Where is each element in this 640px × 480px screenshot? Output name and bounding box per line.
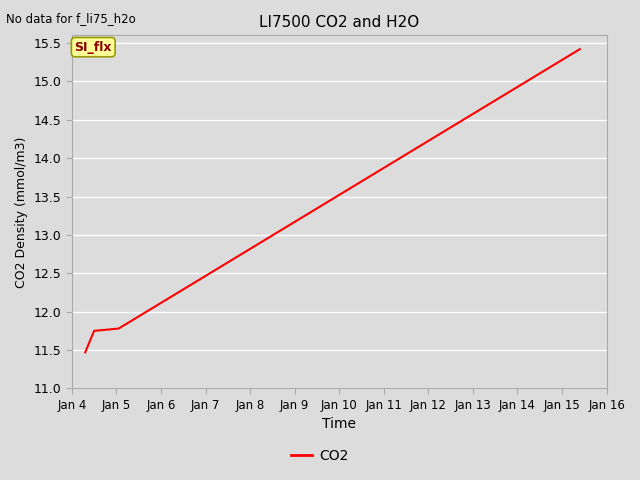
Title: LI7500 CO2 and H2O: LI7500 CO2 and H2O <box>259 15 419 30</box>
CO2 <box>81 349 89 355</box>
Y-axis label: CO2 Density (mmol/m3): CO2 Density (mmol/m3) <box>15 136 28 288</box>
Legend: CO2: CO2 <box>286 443 354 468</box>
Line: CO2: CO2 <box>85 49 580 352</box>
CO2 <box>576 46 584 52</box>
X-axis label: Time: Time <box>322 418 356 432</box>
Text: SI_flx: SI_flx <box>74 41 112 54</box>
CO2 <box>115 325 122 331</box>
CO2 <box>90 328 98 334</box>
Text: No data for f_li75_h2o: No data for f_li75_h2o <box>6 12 136 25</box>
